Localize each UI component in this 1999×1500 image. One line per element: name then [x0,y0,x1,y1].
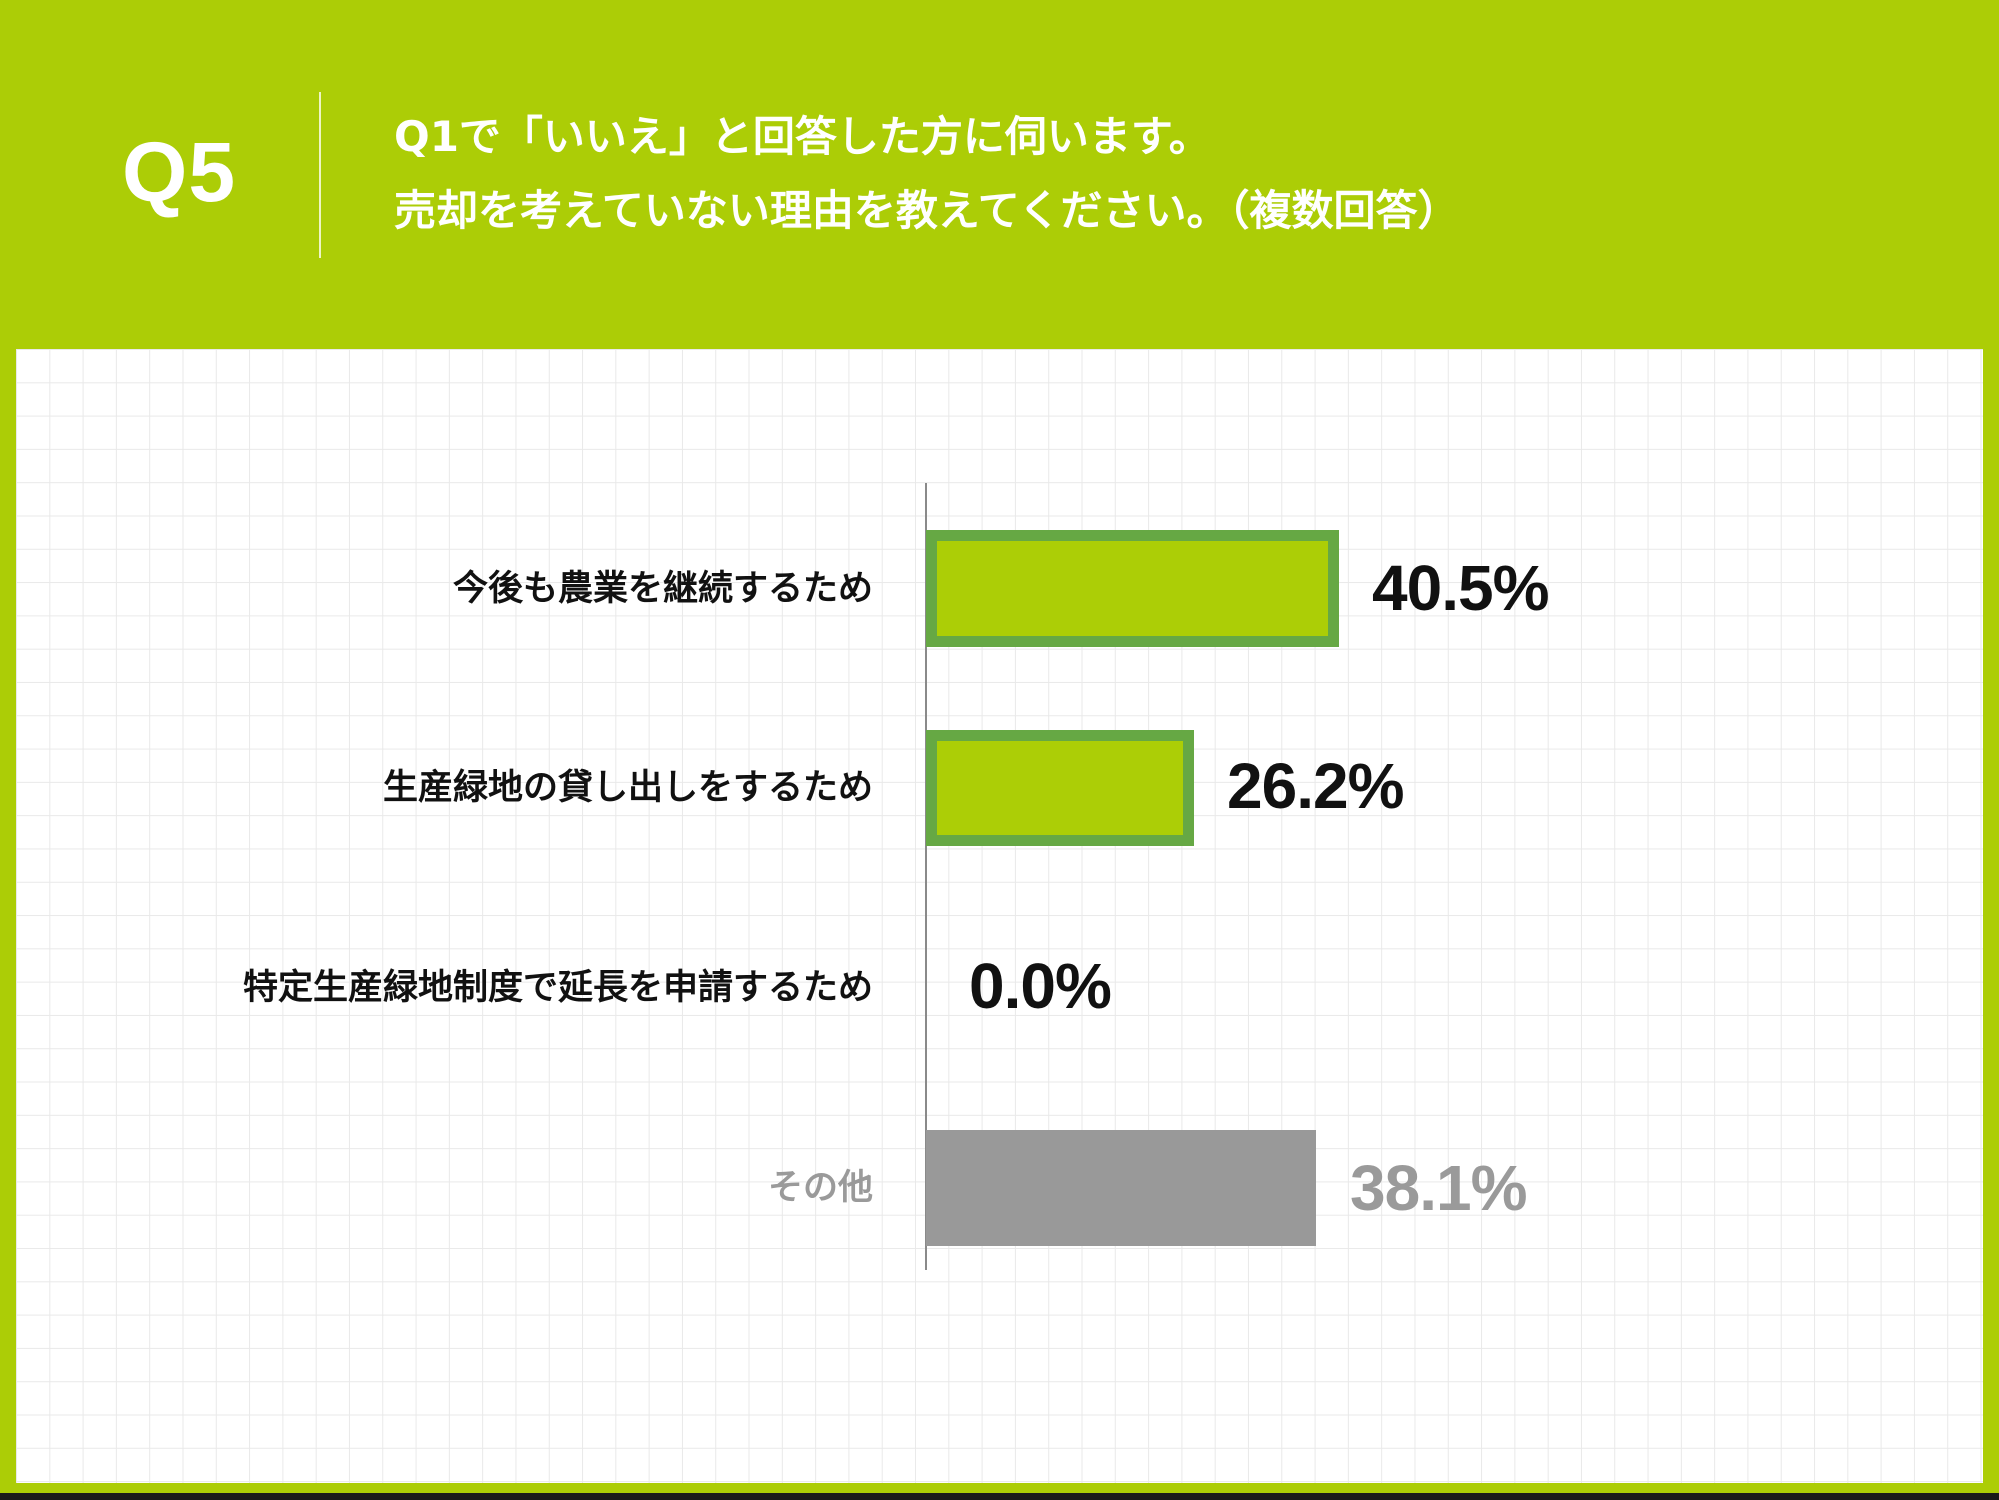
question-number: Q5 [122,125,237,219]
category-label: 生産緑地の貸し出しをするため [382,768,873,808]
chart-axis [925,483,927,1270]
question-line-2: 売却を考えていない理由を教えてください。（複数回答） [394,186,1460,235]
value-label: 38.1% [1350,1152,1527,1224]
question-line-1: Q1で「いいえ」と回答した方に伺います。 [394,112,1211,161]
category-label: その他 [767,1168,873,1208]
question-header: Q5 Q1で「いいえ」と回答した方に伺います。 売却を考えていない理由を教えてく… [0,0,1999,349]
value-label: 26.2% [1227,750,1404,822]
value-label: 40.5% [1372,552,1549,624]
bottom-edge [0,1493,1999,1500]
chart-panel [16,349,1983,1483]
header-divider [319,92,321,258]
bar-other [926,1130,1316,1246]
category-label: 特定生産緑地制度で延長を申請するため [242,968,873,1008]
category-label: 今後も農業を継続するため [452,569,873,609]
bar-lend-green-land [926,730,1194,846]
question-text: Q1で「いいえ」と回答した方に伺います。 売却を考えていない理由を教えてください… [394,100,1460,248]
bar-continue-farming [926,530,1339,647]
value-label: 0.0% [969,950,1112,1022]
